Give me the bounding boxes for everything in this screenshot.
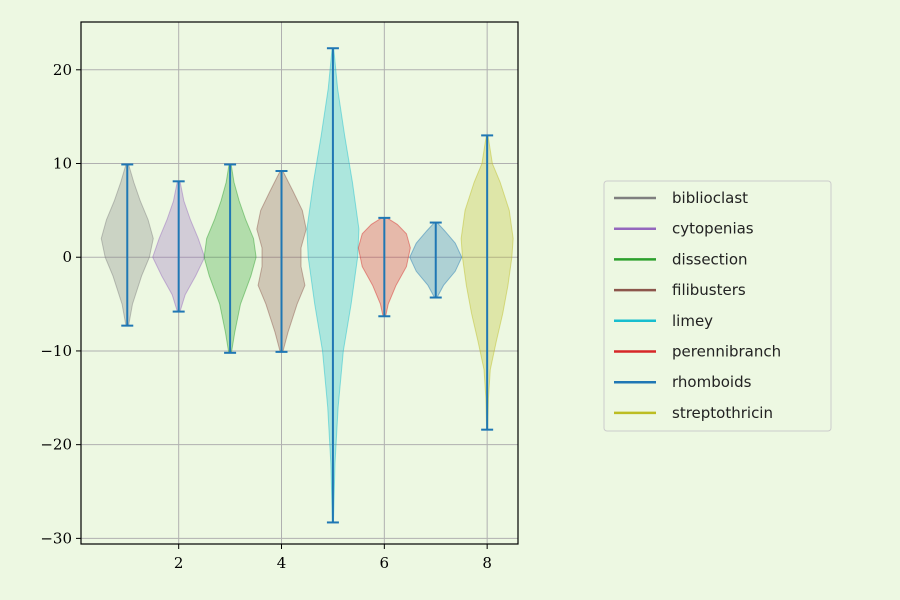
legend-label-streptothricin: streptothricin: [672, 404, 773, 422]
legend-label-limey: limey: [672, 312, 713, 330]
legend-label-dissection: dissection: [672, 250, 748, 268]
whiskers: [121, 47, 494, 524]
legend: biblioclast cytopenias dissection filibuste…: [603, 180, 832, 432]
x-tick-label: 2: [174, 554, 184, 572]
legend-box: [603, 180, 832, 432]
legend-label-filibusters: filibusters: [672, 281, 746, 299]
x-tick-label: 6: [380, 554, 390, 572]
x-tick-label: 8: [482, 554, 492, 572]
axes: 2 4 6 8 −30 −20 −10 0 10 20: [40, 61, 492, 572]
legend-label-cytopenias: cytopenias: [672, 220, 754, 238]
plot-frame: [80, 21, 519, 545]
legend-label-perennibranch: perennibranch: [672, 343, 781, 361]
y-tick-label: 10: [53, 155, 72, 173]
plot-area: [81, 22, 518, 544]
x-tick-label: 4: [277, 554, 287, 572]
legend-label-biblioclast: biblioclast: [672, 189, 748, 207]
y-tick-label: −30: [40, 529, 72, 547]
y-tick-label: 20: [53, 61, 72, 79]
y-tick-label: −20: [40, 436, 72, 454]
legend-label-rhomboids: rhomboids: [672, 373, 752, 391]
y-tick-label: 0: [62, 248, 72, 266]
y-tick-label: −10: [40, 342, 72, 360]
